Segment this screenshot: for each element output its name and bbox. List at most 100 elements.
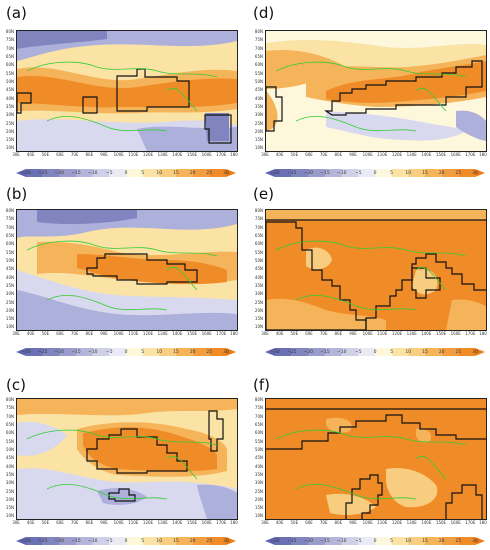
lon-tick: 160E: [201, 331, 212, 336]
colorbar-tick: 5: [141, 350, 145, 355]
lat-tick: 35N: [5, 283, 14, 288]
lon-tick: 100E: [113, 520, 124, 525]
colorbar-tick: −5: [354, 171, 362, 176]
colorbar-tick: −30: [21, 350, 31, 355]
colorbar-tick: −20: [54, 539, 65, 544]
colorbar-tick: 25: [455, 539, 462, 544]
colorbar-tick: −15: [320, 350, 330, 355]
lon-tick: 180: [479, 331, 487, 336]
colorbar-tick: 5: [390, 350, 394, 355]
map-plot: [265, 30, 487, 152]
latitude-axis: 80N 75N 70N 65N 60N 55N 50N 45N 40N 35N …: [0, 398, 14, 518]
lat-tick: 55N: [5, 249, 14, 255]
lon-tick: 150E: [435, 331, 447, 336]
lat-tick: 15N: [5, 505, 14, 511]
colorbar-tick: 0: [373, 171, 377, 176]
panel-d: (d) 80N 75N 70N 65N 60N 55N 50N 45N 40N …: [245, 0, 490, 183]
significance-contour: [17, 92, 32, 114]
lon-tick: 120E: [142, 520, 154, 525]
lon-tick: 70E: [319, 331, 328, 336]
lon-tick: 90E: [100, 331, 108, 336]
colorbar-tick: 25: [455, 350, 462, 355]
positive-anomaly-region: [326, 493, 376, 515]
lat-tick: 10N: [5, 513, 14, 518]
colorbar-tick: 25: [206, 171, 213, 176]
lon-tick: 120E: [391, 331, 403, 336]
lon-tick: 90E: [100, 520, 108, 525]
lon-tick: 80E: [334, 331, 343, 336]
lon-tick: 150E: [435, 152, 447, 157]
lat-tick: 25N: [5, 299, 14, 305]
colorbar-tick: 10: [156, 350, 163, 355]
colorbar: −30 −25 −20 −15 −10 −5 0 5 10 15 20 25 3…: [265, 341, 485, 357]
lon-tick: 110E: [377, 152, 388, 157]
lon-tick: 150E: [186, 331, 198, 336]
lat-tick: 25N: [5, 488, 14, 494]
lat-tick: 40N: [254, 95, 263, 101]
positive-anomaly-region: [326, 61, 486, 103]
colorbar-tick: −15: [71, 171, 81, 176]
lat-tick: 15N: [5, 316, 14, 322]
lat-tick: 35N: [5, 104, 14, 109]
lon-tick: 120E: [391, 520, 403, 525]
longitude-axis: 30E 40E 50E 60E 70E 80E 90E 100E 110E 12…: [261, 152, 487, 158]
colorbar-scale: [265, 537, 485, 545]
colorbar-tick: 0: [373, 539, 377, 544]
colorbar-tick: 25: [206, 539, 213, 544]
lat-tick: 25N: [254, 488, 263, 494]
lon-tick: 40E: [26, 152, 35, 157]
anomaly-map: [17, 31, 237, 151]
significance-contour: [324, 60, 483, 116]
lon-tick: 60E: [305, 331, 313, 336]
lat-tick: 65N: [5, 422, 14, 427]
lat-tick: 70N: [254, 413, 263, 419]
colorbar-tick: −10: [336, 171, 347, 176]
longitude-axis: 30E 40E 50E 60E 70E 80E 90E 100E 110E 12…: [12, 520, 238, 526]
lon-tick: 100E: [362, 520, 373, 525]
negative-anomaly-region: [17, 31, 107, 49]
lon-tick: 140E: [421, 520, 432, 525]
lon-tick: 80E: [334, 152, 343, 157]
lat-tick: 80N: [5, 208, 14, 213]
lat-tick: 75N: [254, 216, 263, 222]
colorbar-tick: −15: [320, 539, 330, 544]
colorbar-tick: −30: [270, 539, 280, 544]
lon-tick: 180: [230, 152, 238, 157]
lon-tick: 100E: [362, 331, 373, 336]
lon-tick: 160E: [201, 152, 212, 157]
lon-tick: 80E: [334, 520, 343, 525]
anomaly-map: [17, 210, 237, 330]
positive-anomaly-region: [17, 75, 237, 108]
colorbar-tick: −15: [320, 171, 330, 176]
panel-letter: (c): [6, 376, 26, 394]
lat-tick: 45N: [5, 266, 14, 272]
latitude-axis: 80N 75N 70N 65N 60N 55N 50N 45N 40N 35N …: [249, 30, 263, 150]
lon-tick: 40E: [26, 331, 35, 336]
lon-tick: 160E: [201, 520, 212, 525]
panel-c: (c) 80N 75N 70N 65N 60N 55N 50N 45N 40N …: [0, 366, 245, 549]
lon-tick: 70E: [70, 152, 79, 157]
colorbar-tick: 20: [438, 350, 445, 355]
lon-tick: 140E: [172, 520, 183, 525]
panel-letter: (d): [253, 4, 275, 22]
colorbar-tick: 20: [438, 539, 445, 544]
lat-tick: 70N: [5, 224, 14, 230]
colorbar-tick: −15: [71, 350, 81, 355]
lon-tick: 130E: [406, 520, 417, 525]
anomaly-map: [266, 399, 486, 519]
anomaly-map: [266, 210, 486, 330]
lat-tick: 75N: [254, 405, 263, 411]
positive-anomaly-region: [326, 417, 352, 433]
lon-tick: 80E: [85, 520, 94, 525]
lat-tick: 65N: [5, 233, 14, 238]
lat-tick: 70N: [5, 45, 14, 51]
lat-tick: 40N: [254, 463, 263, 469]
colorbar: −30 −25 −20 −15 −10 −5 0 5 10 15 20 25 3…: [16, 341, 236, 357]
lat-tick: 80N: [254, 29, 263, 34]
longitude-axis: 30E 40E 50E 60E 70E 80E 90E 100E 110E 12…: [12, 152, 238, 158]
lon-tick: 30E: [261, 331, 269, 336]
lat-tick: 80N: [254, 397, 263, 402]
lon-tick: 150E: [186, 152, 198, 157]
significance-contour: [86, 428, 188, 474]
panel-e: (e) 80N 75N 70N 65N 60N 55N 50N 45N 40N …: [245, 183, 490, 366]
